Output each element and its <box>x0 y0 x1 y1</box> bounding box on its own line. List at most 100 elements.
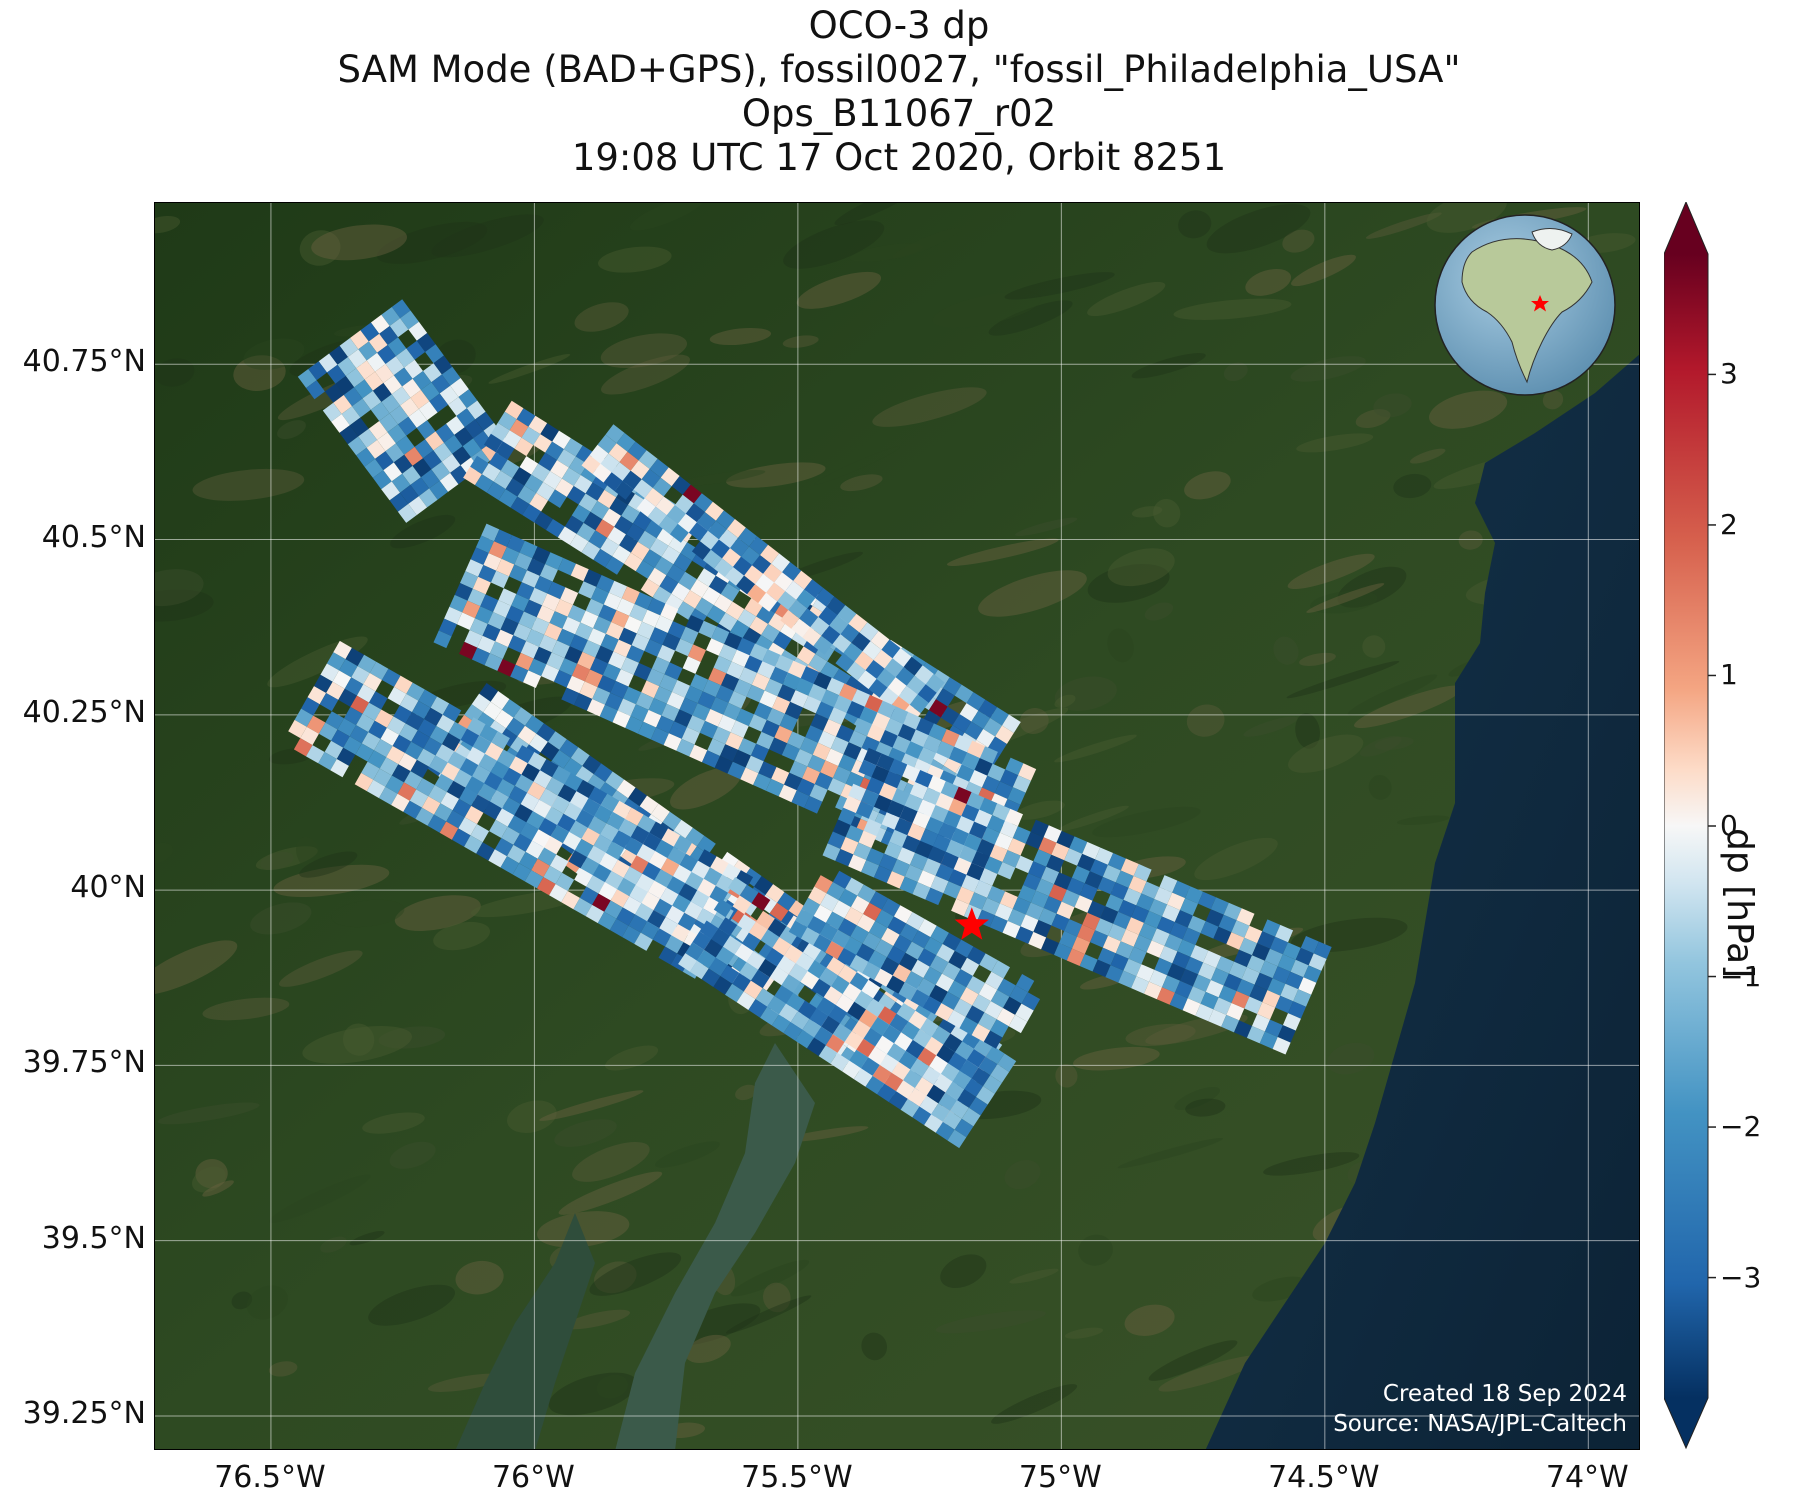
sounding-cell <box>907 823 926 841</box>
sounding-cell <box>741 546 760 566</box>
sounding-cell <box>886 871 905 889</box>
sounding-cell <box>671 924 690 943</box>
sounding-cell <box>1282 942 1301 960</box>
sounding-cell <box>760 1006 779 1026</box>
sounding-cell <box>870 1017 890 1036</box>
sounding-cell <box>1159 945 1178 964</box>
sounding-cell <box>581 541 601 560</box>
sounding-cell <box>940 1063 960 1082</box>
sounding-cell <box>540 741 560 761</box>
terrain-patch <box>202 1180 234 1197</box>
sounding-cell <box>498 588 517 606</box>
sounding-cell <box>718 612 738 632</box>
sounding-cell <box>840 837 859 855</box>
sounding-cell <box>571 663 590 682</box>
sounding-cell <box>807 754 826 773</box>
sounding-cell <box>884 770 903 789</box>
sounding-cell <box>736 991 756 1010</box>
sounding-cell <box>954 684 974 704</box>
terrain-patch <box>191 1166 226 1193</box>
sounding-cell <box>853 1068 873 1087</box>
sounding-cell <box>812 978 831 998</box>
sounding-cell <box>600 633 619 652</box>
sounding-cell <box>685 871 704 891</box>
sounding-cell <box>668 721 687 739</box>
sounding-cell <box>775 654 794 673</box>
sounding-cell <box>1128 946 1147 965</box>
sounding-cell <box>1018 763 1037 781</box>
sounding-cell <box>1234 1020 1252 1038</box>
sounding-cell <box>612 545 631 564</box>
sounding-cell <box>854 651 874 671</box>
sounding-cell <box>788 963 808 982</box>
sounding-cell <box>395 348 415 368</box>
terrain-patch <box>1087 281 1166 317</box>
terrain-patch <box>1054 676 1117 711</box>
sounding-cell <box>739 884 759 904</box>
sounding-cell <box>459 787 478 806</box>
sounding-cell <box>961 1107 981 1127</box>
sounding-cell <box>879 853 898 872</box>
sounding-cell <box>504 400 524 420</box>
sounding-cell <box>769 666 788 685</box>
sounding-cell <box>1169 992 1188 1011</box>
sounding-cell <box>288 719 307 739</box>
sounding-cell <box>759 690 778 709</box>
terrain-patch <box>269 1174 371 1223</box>
sounding-cell <box>434 803 453 822</box>
sounding-cell <box>660 887 679 906</box>
sounding-cell <box>722 863 741 882</box>
sounding-cell <box>886 975 905 994</box>
sounding-cell <box>1216 956 1234 974</box>
sounding-cell <box>893 905 913 924</box>
sounding-cell <box>935 973 955 992</box>
sounding-cell <box>791 790 810 808</box>
sounding-cell <box>603 472 623 492</box>
sounding-cell <box>370 402 390 421</box>
sounding-cell <box>624 837 643 856</box>
sounding-cell <box>682 656 701 674</box>
sounding-cell <box>420 469 440 489</box>
sounding-cell <box>922 1066 941 1085</box>
sounding-cell <box>574 766 594 785</box>
sounding-cell <box>983 1030 1003 1049</box>
sounding-cell <box>512 467 532 486</box>
sounding-cell <box>1172 880 1191 899</box>
sounding-cell <box>398 416 417 436</box>
sounding-cell <box>825 941 844 960</box>
sounding-cell <box>588 530 608 549</box>
terrain-patch <box>1429 390 1508 429</box>
sounding-cell <box>1133 864 1152 882</box>
terrain-patch <box>1393 473 1432 499</box>
sounding-cell <box>350 330 369 350</box>
sounding-cell <box>527 752 547 771</box>
sounding-cell <box>696 835 716 855</box>
sounding-cell <box>453 769 472 788</box>
sounding-cell <box>1252 943 1270 961</box>
sounding-cell <box>612 800 632 819</box>
sounding-cell <box>608 443 628 463</box>
sounding-cell <box>936 944 955 963</box>
terrain-patch <box>763 1282 791 1313</box>
terrain-patch <box>1542 390 1564 410</box>
sounding-cell <box>800 666 819 684</box>
sounding-cell <box>904 793 923 812</box>
sounding-cell <box>1048 884 1067 902</box>
sounding-cell <box>904 971 924 990</box>
sounding-cell <box>703 867 723 886</box>
sounding-cell <box>797 1000 817 1019</box>
terrain-patch <box>1206 204 1311 254</box>
sounding-cell <box>826 677 845 696</box>
sounding-cell <box>942 677 962 696</box>
sounding-cell <box>952 1070 972 1090</box>
sounding-cell <box>570 791 589 810</box>
sounding-cell <box>597 489 617 509</box>
sounding-cell <box>1151 928 1170 946</box>
sounding-cell <box>1066 948 1085 966</box>
sounding-cell <box>306 715 326 734</box>
sounding-cell <box>324 383 344 403</box>
sounding-cell <box>800 971 820 990</box>
sounding-cell <box>917 870 936 888</box>
sounding-cell <box>373 768 392 787</box>
sounding-cell <box>1208 1009 1227 1027</box>
